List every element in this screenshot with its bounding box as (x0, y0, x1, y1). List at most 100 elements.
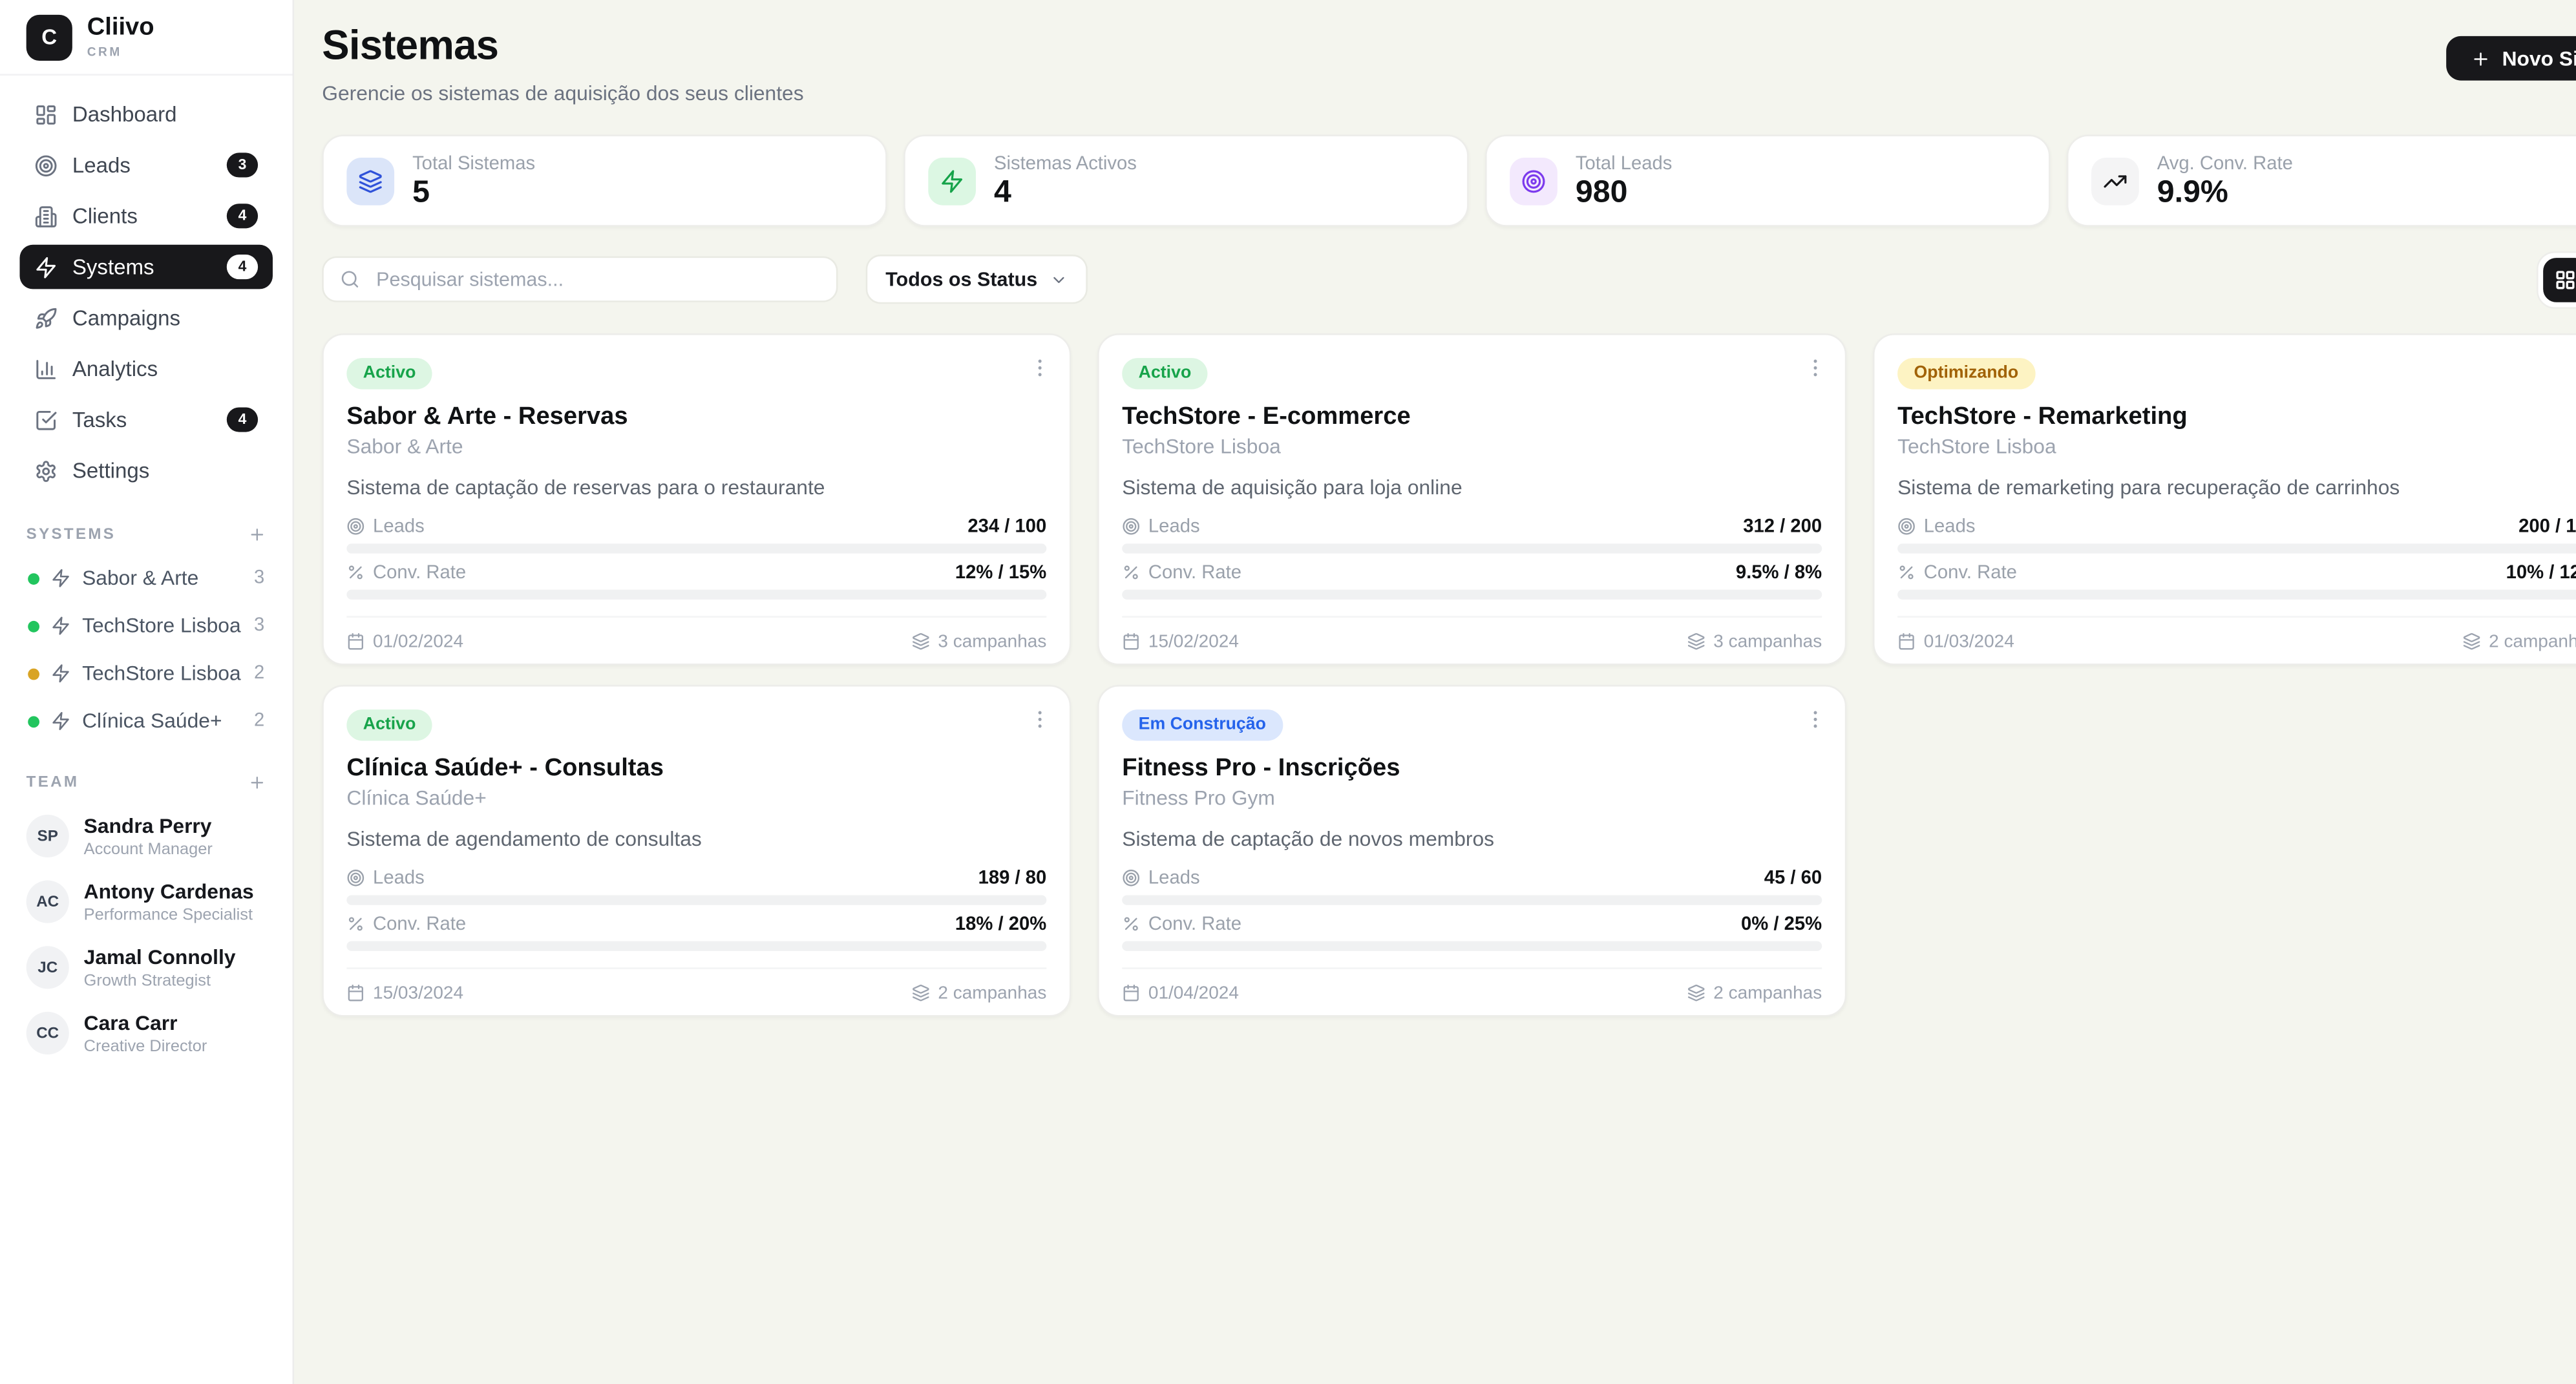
sidebar-item-dashboard[interactable]: Dashboard (20, 92, 273, 136)
member-role: Growth Strategist (83, 971, 211, 990)
conv-progress (346, 589, 1047, 599)
sidebar-item-tasks[interactable]: Tasks 4 (20, 397, 273, 442)
nav-label: Clients (72, 204, 138, 229)
card-client: TechStore Lisboa (1122, 434, 1281, 457)
gear-icon (36, 459, 56, 481)
status-filter-dropdown[interactable]: Todos os Status (865, 255, 1089, 304)
team-member-jamal-connolly[interactable]: JC Jamal Connolly Growth Strategist (20, 936, 273, 999)
page-title: Sistemas (322, 23, 499, 69)
add-team-member-button[interactable] (248, 773, 266, 792)
system-name: Sabor & Arte (82, 567, 199, 590)
grid-icon (2556, 271, 2575, 289)
sidebar-system-techstore-2[interactable]: TechStore Lisboa 2 (20, 652, 273, 695)
target-icon (1123, 518, 1140, 535)
add-system-button[interactable] (248, 525, 266, 543)
avatar: SP (26, 814, 69, 857)
member-role: Account Manager (83, 840, 213, 859)
leads-metric: Leads 312 / 200 (1122, 516, 1822, 536)
card-description: Sistema de captação de reservas para o r… (346, 475, 825, 499)
leads-value: 189 / 80 (978, 868, 1047, 888)
kebab-menu-icon[interactable] (1804, 357, 1827, 388)
percent-icon (348, 565, 363, 580)
trending-up-icon (2091, 156, 2139, 205)
calendar-icon (348, 633, 364, 650)
leads-value: 234 / 100 (967, 516, 1047, 536)
card-description: Sistema de agendamento de consultas (346, 826, 702, 850)
conv-value: 12% / 15% (955, 562, 1047, 583)
status-badge: Em Construção (1122, 709, 1283, 740)
sidebar-item-settings[interactable]: Settings (20, 448, 273, 493)
card-title: Fitness Pro - Inscrições (1122, 753, 1400, 781)
zap-icon (52, 569, 69, 587)
card-title: TechStore - E-commerce (1122, 401, 1411, 430)
sidebar-item-leads[interactable]: Leads 3 (20, 143, 273, 187)
stat-value: 5 (412, 174, 430, 210)
status-dot (28, 572, 40, 584)
brand-name: Cliivo (87, 13, 154, 42)
layers-icon (346, 156, 395, 205)
team-member-antony-cardenas[interactable]: AC Antony Cardenas Performance Specialis… (20, 870, 273, 933)
sidebar-item-analytics[interactable]: Analytics (20, 346, 273, 391)
leads-label: Leads (1923, 516, 1976, 536)
team-member-cara-carr[interactable]: CC Cara Carr Creative Director (20, 1002, 273, 1065)
kebab-menu-icon[interactable] (1028, 708, 1051, 739)
target-icon (347, 518, 364, 535)
member-name: Sandra Perry (83, 813, 212, 837)
target-icon (1510, 156, 1557, 205)
nav-label: Settings (72, 458, 150, 483)
status-filter-value: Todos os Status (885, 267, 1038, 291)
system-card-sabor-arte-reservas[interactable]: Activo Sabor & Arte - Reservas Sabor & A… (322, 333, 1072, 666)
target-icon (1123, 869, 1140, 886)
card-date: 01/04/2024 (1148, 983, 1239, 1003)
divider (346, 615, 1047, 617)
conv-metric: Conv. Rate 9.5% / 8% (1122, 562, 1822, 583)
card-footer: 01/03/2024 2 campanhas (1897, 631, 2576, 651)
plus-icon (251, 776, 264, 789)
nav-label: Leads (72, 152, 131, 178)
kebab-menu-icon[interactable] (1028, 357, 1051, 388)
conv-progress (1897, 589, 2576, 599)
sidebar-item-systems[interactable]: Systems 4 (19, 244, 273, 289)
system-card-clinica-saude-consultas[interactable]: Activo Clínica Saúde+ - Consultas Clínic… (322, 685, 1072, 1017)
kebab-menu-icon[interactable] (1804, 708, 1827, 739)
team-member-sandra-perry[interactable]: SP Sandra Perry Account Manager (20, 805, 273, 868)
conv-progress (1122, 589, 1822, 599)
layers-icon (912, 633, 929, 650)
search-input[interactable] (373, 266, 820, 293)
zap-icon (928, 156, 977, 205)
new-system-button[interactable]: Novo Sistema (2446, 36, 2576, 81)
section-title: TEAM (26, 773, 79, 792)
plus-icon (251, 529, 264, 541)
sidebar-system-sabor-arte[interactable]: Sabor & Arte 3 (20, 557, 273, 600)
system-count: 3 (253, 616, 265, 636)
system-card-fitness-pro-inscricoes[interactable]: Em Construção Fitness Pro - Inscrições F… (1097, 685, 1847, 1017)
sidebar-system-clinica-saude[interactable]: Clínica Saúde+ 2 (20, 700, 273, 742)
system-card-techstore-ecommerce[interactable]: Activo TechStore - E-commerce TechStore … (1097, 333, 1847, 666)
leads-progress (1897, 543, 2576, 553)
divider (346, 967, 1047, 969)
system-card-techstore-remarketing[interactable]: Optimizando TechStore - Remarketing Tech… (1872, 333, 2576, 666)
conv-label: Conv. Rate (1148, 562, 1242, 583)
calendar-icon (1123, 984, 1139, 1001)
member-role: Creative Director (83, 1037, 207, 1056)
percent-icon (1124, 565, 1138, 580)
conv-label: Conv. Rate (1148, 914, 1242, 934)
conv-label: Conv. Rate (1923, 562, 2017, 583)
leads-metric: Leads 234 / 100 (346, 516, 1046, 536)
page-subtitle: Gerencie os sistemas de aquisição dos se… (322, 82, 804, 105)
brand-logo: C (26, 14, 72, 60)
grid-view-button[interactable] (2543, 258, 2576, 302)
card-campaigns: 3 campanhas (938, 631, 1047, 651)
leads-progress (1122, 894, 1822, 905)
layers-icon (1687, 633, 1705, 650)
sidebar-system-techstore-1[interactable]: TechStore Lisboa 3 (20, 604, 273, 647)
nav-badge: 4 (226, 255, 259, 280)
sidebar-item-campaigns[interactable]: Campaigns (20, 296, 273, 341)
zap-icon (36, 256, 56, 278)
member-name: Cara Carr (83, 1011, 178, 1034)
target-icon (35, 154, 57, 176)
avatar: CC (26, 1011, 69, 1055)
leads-progress (346, 543, 1047, 553)
sidebar-item-clients[interactable]: Clients 4 (20, 194, 273, 238)
stat-label: Total Sistemas (412, 153, 536, 174)
